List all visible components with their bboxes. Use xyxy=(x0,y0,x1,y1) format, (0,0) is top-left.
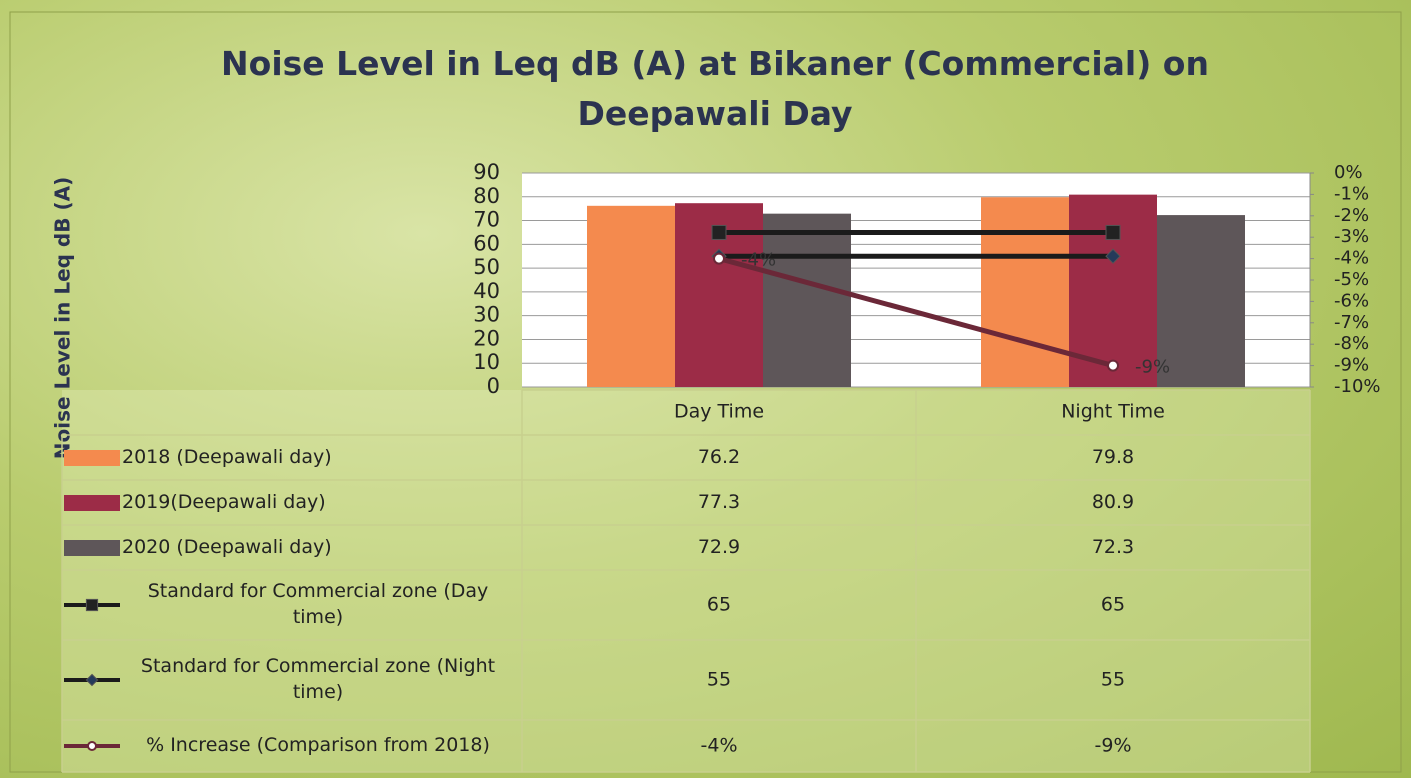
y-tick-label: 80 xyxy=(473,184,500,208)
y-tick-label: 50 xyxy=(473,255,500,279)
marker xyxy=(85,673,99,687)
legend-entry: % Increase (Comparison from 2018) xyxy=(62,720,522,772)
y2-tick-label: -8% xyxy=(1334,333,1369,354)
y2-tick-label: -3% xyxy=(1334,226,1369,247)
y2-tick-label: -1% xyxy=(1334,183,1369,204)
y2-tick-label: -5% xyxy=(1334,269,1369,290)
bar xyxy=(981,197,1069,387)
table-cell: 79.8 xyxy=(1092,446,1134,468)
marker xyxy=(1107,359,1119,372)
y2-tick-label: -2% xyxy=(1334,205,1369,226)
data-label: -9% xyxy=(1135,357,1170,378)
bar xyxy=(587,205,675,387)
table-cell: 65 xyxy=(707,594,731,616)
marker xyxy=(1105,224,1121,240)
y-tick-label: 70 xyxy=(473,208,500,232)
table-cell: 65 xyxy=(1101,594,1125,616)
y2-tick-label: -4% xyxy=(1334,248,1369,269)
table-cell: 76.2 xyxy=(698,446,740,468)
y2-tick-label: -10% xyxy=(1334,376,1381,397)
legend-key xyxy=(64,741,120,751)
legend-label: Standard for Commercial zone (Night time… xyxy=(140,655,496,703)
marker xyxy=(711,224,727,240)
legend-key xyxy=(64,673,120,687)
table-cell: 80.9 xyxy=(1092,491,1134,513)
legend-entry: 2019(Deepawali day) xyxy=(62,480,522,525)
y2-tick-label: 0% xyxy=(1334,162,1363,183)
y2-tick-label: -6% xyxy=(1334,290,1369,311)
x-tick-label: Day Time xyxy=(674,401,764,423)
legend-entry: 2018 (Deepawali day) xyxy=(62,435,522,480)
legend-label: 2018 (Deepawali day) xyxy=(122,445,332,468)
y2-tick-label: -9% xyxy=(1334,355,1369,376)
table-cell: 55 xyxy=(1101,669,1125,691)
y-tick-label: 90 xyxy=(473,160,500,184)
table-cell: 77.3 xyxy=(698,491,740,513)
marker xyxy=(1105,248,1121,264)
y2-tick-label: -7% xyxy=(1334,312,1369,333)
legend-swatch xyxy=(64,539,120,556)
y-tick-label: 60 xyxy=(473,231,500,255)
legend-swatch xyxy=(64,449,120,466)
marker xyxy=(87,741,97,751)
table-cell: 72.3 xyxy=(1092,536,1134,558)
y-tick-label: 40 xyxy=(473,279,500,303)
data-label: -4% xyxy=(741,250,776,271)
table-cell: 55 xyxy=(707,669,731,691)
x-tick-label: Night Time xyxy=(1061,401,1165,423)
legend-label: 2019(Deepawali day) xyxy=(122,490,326,513)
table-cell: 72.9 xyxy=(698,536,740,558)
legend-entry: Standard for Commercial zone (Night time… xyxy=(62,640,522,720)
marker xyxy=(85,598,99,612)
table-bg xyxy=(62,390,1310,772)
legend-key xyxy=(64,494,120,511)
y-tick-label: 0 xyxy=(487,374,500,398)
legend-key xyxy=(64,449,120,466)
legend-key xyxy=(64,539,120,556)
y-tick-label: 20 xyxy=(473,326,500,350)
legend-entry: Standard for Commercial zone (Day time) xyxy=(62,570,522,640)
table-cell: -9% xyxy=(1095,735,1132,757)
bar xyxy=(1157,215,1245,387)
marker xyxy=(713,252,725,265)
line xyxy=(718,256,1114,369)
y-tick-label: 10 xyxy=(473,350,500,374)
chart-title: Noise Level in Leq dB (A) at Bikaner (Co… xyxy=(221,44,1209,133)
legend-label: % Increase (Comparison from 2018) xyxy=(146,734,490,757)
bar xyxy=(763,213,851,387)
y-tick-label: 30 xyxy=(473,303,500,327)
legend-swatch xyxy=(64,494,120,511)
legend-label: Standard for Commercial zone (Day time) xyxy=(147,580,489,628)
legend-key xyxy=(64,598,120,612)
table-cell: -4% xyxy=(701,735,738,757)
y-axis-label: Noise Level in Leq dB (A) xyxy=(51,177,75,459)
legend-entry: 2020 (Deepawali day) xyxy=(62,525,522,570)
legend-label: 2020 (Deepawali day) xyxy=(122,535,332,558)
